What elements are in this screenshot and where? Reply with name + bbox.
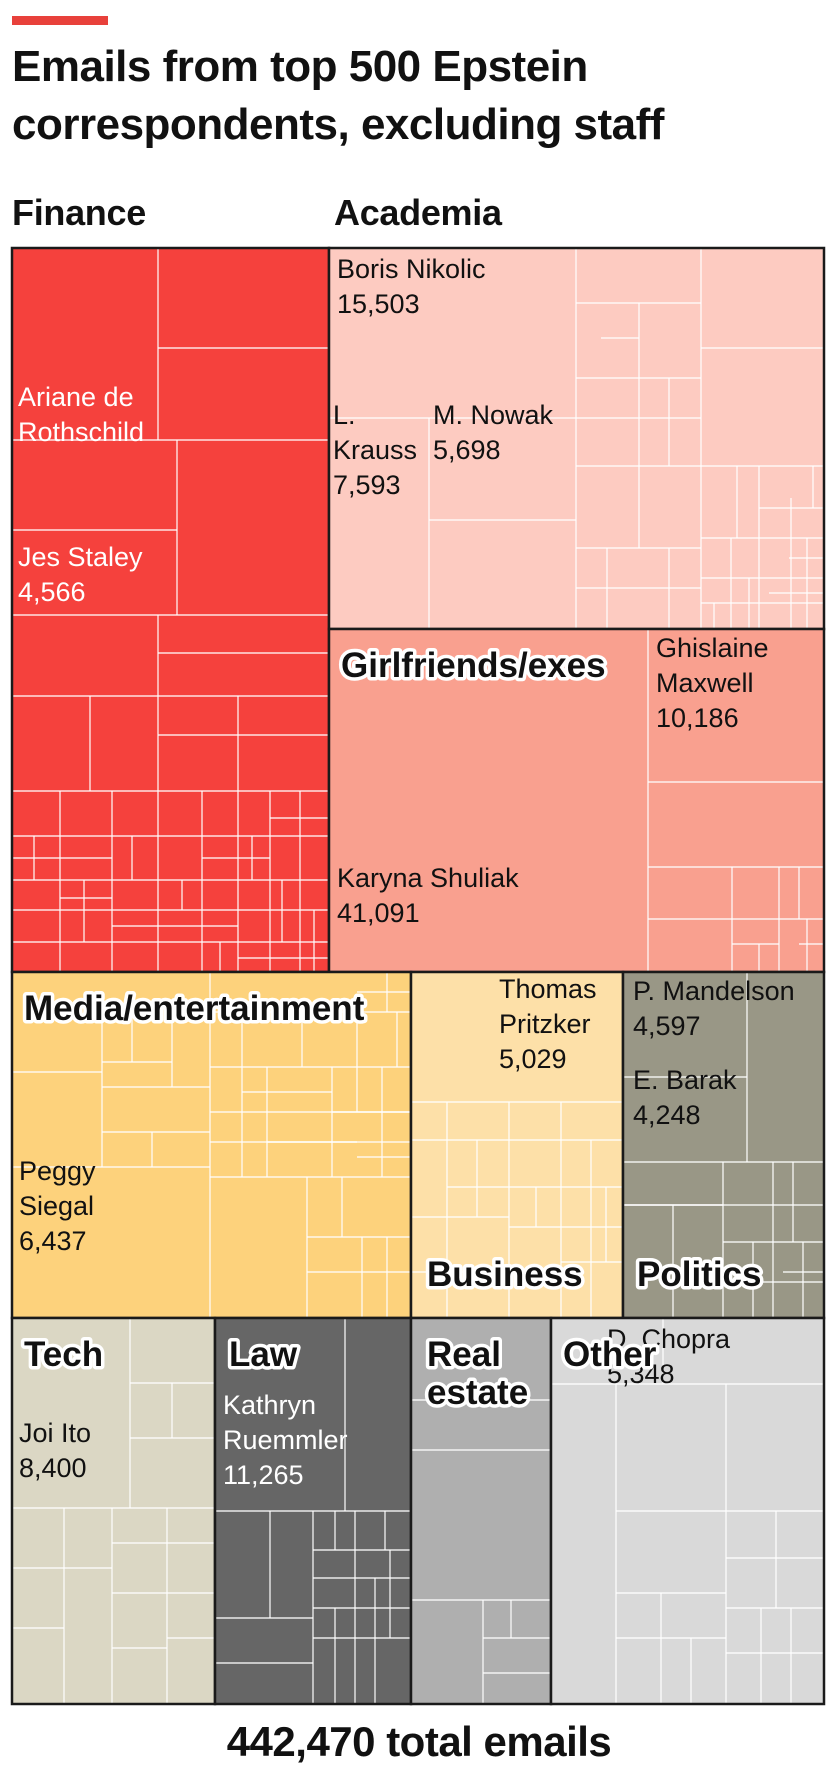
chart-title: Emails from top 500 Epstein corresponden… <box>12 42 664 149</box>
category-label-other: Other <box>563 1335 657 1374</box>
category-label-media-entertainment: Media/entertainment <box>24 989 365 1028</box>
person-label-karyna-shuliak: Karyna Shuliak 41,091 <box>337 863 519 928</box>
person-name: E. Barak <box>633 1065 737 1095</box>
category-block-academia <box>327 246 826 631</box>
person-name: Siegal <box>19 1191 94 1221</box>
person-value: 6,437 <box>19 1226 87 1256</box>
person-label-l-krauss: L. Krauss 7,593 <box>333 400 417 500</box>
category-label-law: Law <box>229 1335 298 1374</box>
person-name: Pritzker <box>499 1009 591 1039</box>
category-border-other <box>549 1316 826 1706</box>
person-label-e-barak: E. Barak 4,248 <box>633 1065 737 1130</box>
person-name: Joi Ito <box>19 1418 91 1448</box>
category-label-line: Business <box>427 1255 583 1294</box>
person-label-d-chopra: D. Chopra 5,348 <box>607 1324 731 1389</box>
category-label-real-estate: Real estate <box>427 1335 528 1412</box>
person-label-kathryn-ruemmler: Kathryn Ruemmler 11,265 <box>223 1390 348 1490</box>
person-value: 5,348 <box>607 1359 675 1389</box>
person-value: 10,186 <box>656 703 739 733</box>
person-label-jes-staley: Jes Staley 4,566 <box>18 542 143 607</box>
category-label-line: Girlfriends/exes <box>341 646 606 685</box>
person-name: Thomas <box>499 974 597 1004</box>
person-value: 5,698 <box>433 435 501 465</box>
category-block-business <box>409 970 625 1320</box>
category-rect-girlfriends-exes <box>329 629 824 972</box>
treemap-blocks <box>10 246 826 1706</box>
category-label-politics: Politics <box>637 1255 761 1294</box>
person-name: Jes Staley <box>18 542 143 572</box>
person-value: 15,503 <box>337 289 420 319</box>
total-emails-label: 442,470 total emails <box>226 1718 612 1765</box>
person-name: Maxwell <box>656 668 754 698</box>
person-value: 7,593 <box>333 470 401 500</box>
person-name: Ruemmler <box>223 1425 348 1455</box>
person-name: Ariane de <box>18 382 134 412</box>
person-name: D. Chopra <box>607 1324 731 1354</box>
category-rect-real-estate <box>411 1318 551 1704</box>
category-block-law <box>213 1316 413 1706</box>
category-block-finance <box>10 246 331 974</box>
person-label-peggy-siegal: Peggy Siegal 6,437 <box>19 1156 96 1256</box>
category-label-line: Real <box>427 1335 501 1374</box>
person-name: L. <box>333 400 356 430</box>
category-header-finance: Finance <box>12 192 146 233</box>
category-block-real-estate <box>409 1316 553 1706</box>
person-value: 4,597 <box>633 1011 701 1041</box>
person-value: 5,029 <box>499 1044 567 1074</box>
person-value: 4,248 <box>633 1100 701 1130</box>
person-label-boris-nikolic: Boris Nikolic 15,503 <box>337 254 486 319</box>
person-name: Karyna Shuliak <box>337 863 519 893</box>
category-label-line: Politics <box>637 1255 761 1294</box>
person-name: P. Mandelson <box>633 976 795 1006</box>
person-value: 8,400 <box>19 1453 87 1483</box>
category-label-line: Tech <box>24 1335 103 1374</box>
category-label-tech: Tech <box>24 1335 103 1374</box>
person-name: Ghislaine <box>656 633 769 663</box>
category-block-politics <box>621 970 826 1320</box>
category-label-line: Media/entertainment <box>24 989 365 1028</box>
category-label-line: Law <box>229 1335 298 1374</box>
category-header-academia: Academia <box>334 192 502 233</box>
category-block-girlfriends-exes <box>327 627 826 974</box>
treemap-labels: Ariane de Rothschild Jes Staley 4,566 Boris … <box>18 254 795 1490</box>
category-label-business: Business <box>427 1255 583 1294</box>
person-name: M. Nowak <box>433 400 554 430</box>
person-name: Boris Nikolic <box>337 254 486 284</box>
category-rect-media-entertainment <box>12 972 411 1318</box>
person-value: 4,566 <box>18 577 86 607</box>
person-label-m-nowak: M. Nowak 5,698 <box>433 400 554 465</box>
person-name: Peggy <box>19 1156 96 1186</box>
category-label-line: Other <box>563 1335 657 1374</box>
person-value: 11,265 <box>223 1460 304 1490</box>
category-label-girlfriends-exes: Girlfriends/exes <box>341 646 606 685</box>
person-value: 41,091 <box>337 898 420 928</box>
category-label-line: estate <box>427 1373 528 1412</box>
category-block-other <box>549 1316 826 1706</box>
person-label-ariane-de-rothschild: Ariane de Rothschild <box>18 382 144 447</box>
person-label-p-mandelson: P. Mandelson 4,597 <box>633 976 795 1041</box>
category-rect-finance <box>12 248 329 972</box>
person-name: Kathryn <box>223 1390 316 1420</box>
accent-bar <box>12 16 108 25</box>
category-rect-tech <box>12 1318 215 1704</box>
category-block-tech <box>10 1316 217 1706</box>
person-label-thomas-pritzker: Thomas Pritzker 5,029 <box>499 974 597 1074</box>
person-name: Krauss <box>333 435 417 465</box>
person-label-joi-ito: Joi Ito 8,400 <box>19 1418 91 1483</box>
person-name: Rothschild <box>18 417 144 447</box>
person-label-ghislaine-maxwell: Ghislaine Maxwell 10,186 <box>656 633 769 733</box>
